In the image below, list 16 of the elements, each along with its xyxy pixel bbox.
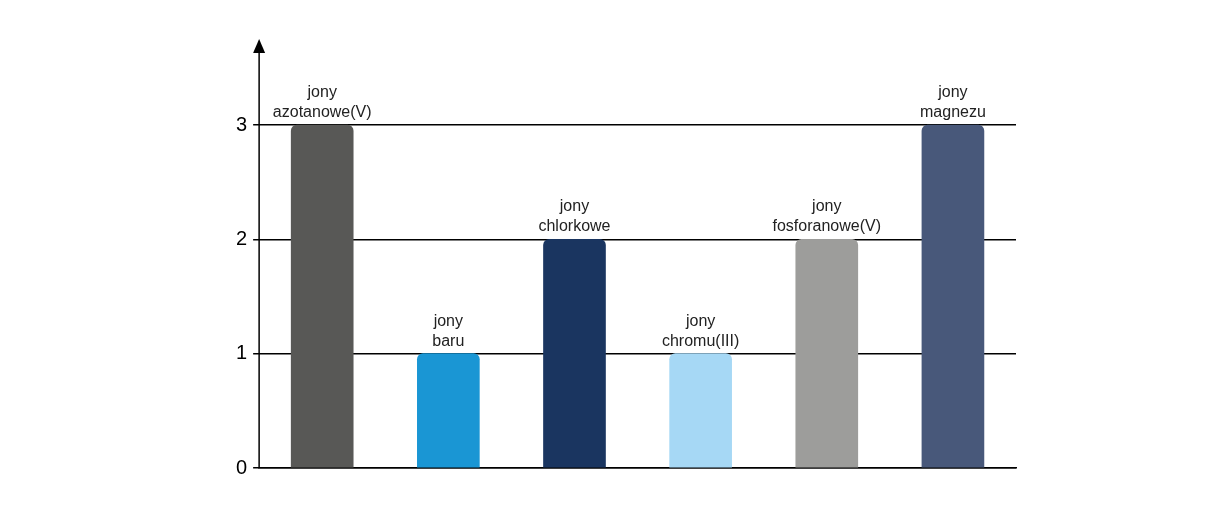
y-tick-label: 3 — [236, 112, 248, 135]
bar — [669, 353, 732, 468]
bar — [543, 239, 606, 468]
x-tick-label: jony chromu(III) — [661, 311, 740, 349]
bar — [795, 239, 859, 468]
y-tick-label: 0 — [236, 455, 248, 478]
x-tick-label: jony azotanowe(V) — [272, 83, 372, 121]
bar — [417, 353, 480, 468]
y-tick-label: 2 — [236, 226, 248, 249]
x-tick-label: jony baru — [432, 311, 465, 349]
x-tick-label: jony chlorkowe — [538, 197, 611, 235]
x-tick-label: jony magnezu — [920, 83, 986, 121]
bar — [290, 124, 354, 468]
x-tick-label: jony fosforanowe(V) — [772, 197, 882, 235]
y-tick-label: 1 — [236, 341, 248, 364]
bar — [921, 124, 985, 468]
